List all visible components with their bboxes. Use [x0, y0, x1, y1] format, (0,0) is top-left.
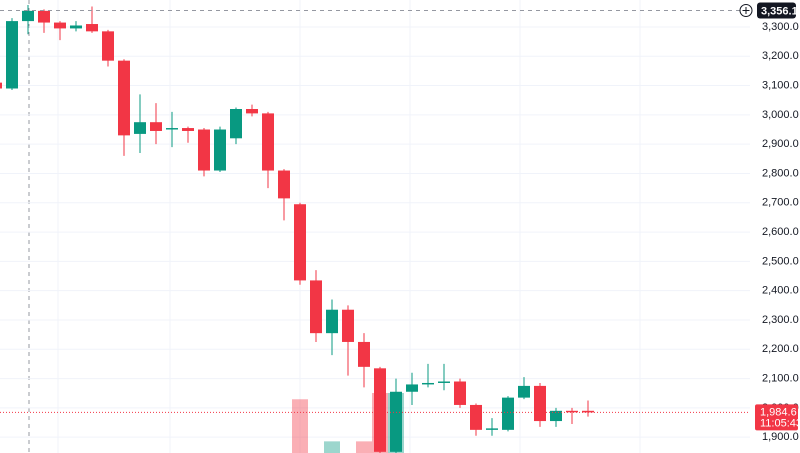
y-tick-label: 2,500.0 — [762, 255, 799, 267]
y-tick-label: 3,000.0 — [762, 109, 799, 121]
candle-body — [166, 128, 178, 130]
candle-body — [278, 170, 290, 199]
label-bg — [757, 2, 796, 19]
add-alert-button[interactable] — [739, 4, 753, 18]
candle-body — [486, 428, 498, 430]
candle-body — [358, 341, 370, 367]
candle-body — [246, 109, 258, 114]
candle-body — [214, 129, 226, 171]
candle-body — [198, 129, 210, 171]
y-tick-label: 2,800.0 — [762, 167, 799, 179]
candle-body — [54, 22, 66, 29]
crosshair-price: 3,356.1 — [761, 5, 798, 17]
volume-bar — [292, 399, 308, 453]
candle-body — [406, 384, 418, 392]
candle-body — [150, 122, 162, 131]
y-tick-label: 2,100.0 — [762, 372, 799, 384]
candle-body — [262, 113, 274, 171]
y-tick-label: 3,300.0 — [762, 21, 799, 33]
candle-body — [470, 404, 482, 430]
countdown: 11:05:43 — [760, 417, 800, 429]
candle-body — [374, 368, 386, 452]
candle-body — [38, 10, 50, 23]
candle-body — [118, 60, 130, 136]
price-axis — [750, 0, 800, 453]
y-tick-label: 2,700.0 — [762, 197, 799, 209]
volume-bar — [324, 441, 340, 453]
candle-body — [6, 21, 18, 89]
crosshair-price-label: 3,356.1 — [757, 2, 798, 19]
candle-body — [502, 397, 514, 430]
candle-body — [310, 280, 322, 334]
candle-body — [422, 382, 434, 385]
y-tick-label: 2,300.0 — [762, 314, 799, 326]
candle-body — [342, 309, 354, 342]
plus-sign — [742, 7, 750, 15]
candle-body — [134, 122, 146, 134]
y-tick-label: 2,400.0 — [762, 285, 799, 297]
candle-body — [102, 31, 114, 61]
candle-body — [22, 10, 34, 22]
candle-body — [182, 128, 194, 131]
y-tick-label: 3,200.0 — [762, 50, 799, 62]
candle-body — [566, 410, 578, 413]
candle-body — [326, 309, 338, 334]
y-tick-label: 2,900.0 — [762, 138, 799, 150]
y-tick-label: 1,900.0 — [762, 431, 799, 443]
y-tick-label: 3,100.0 — [762, 79, 799, 91]
candle-body — [70, 25, 82, 29]
candle-body — [0, 82, 2, 89]
candle-body — [294, 204, 306, 281]
volume-bar — [356, 441, 372, 453]
candle-body — [454, 381, 466, 405]
candle-body — [86, 24, 98, 32]
candle-body — [550, 410, 562, 422]
candle-body — [534, 385, 546, 422]
candle-body — [582, 410, 594, 413]
candle-body — [518, 385, 530, 398]
candle-body — [230, 109, 242, 139]
last-price: 1,984.6 — [760, 406, 797, 418]
y-tick-label: 2,600.0 — [762, 226, 799, 238]
candle-body — [438, 381, 450, 383]
last-price-bg — [755, 404, 798, 431]
y-tick-label: 2,200.0 — [762, 343, 799, 355]
candle-body — [390, 391, 402, 452]
